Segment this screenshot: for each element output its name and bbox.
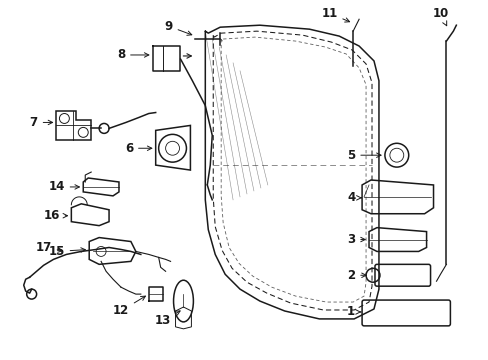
Text: 11: 11 — [321, 7, 349, 22]
Text: 15: 15 — [48, 245, 85, 258]
Text: 14: 14 — [48, 180, 79, 193]
Text: 2: 2 — [346, 269, 366, 282]
Text: 17: 17 — [35, 241, 62, 254]
Text: 8: 8 — [117, 49, 148, 62]
Text: 13: 13 — [154, 311, 180, 327]
Text: 7: 7 — [29, 116, 53, 129]
Text: 1: 1 — [346, 306, 360, 319]
Text: 10: 10 — [431, 7, 447, 26]
Text: 6: 6 — [124, 142, 151, 155]
Text: 16: 16 — [43, 209, 67, 222]
Text: 5: 5 — [346, 149, 380, 162]
Text: 12: 12 — [113, 296, 145, 318]
Text: 3: 3 — [346, 233, 365, 246]
Text: 4: 4 — [346, 192, 361, 204]
Text: 9: 9 — [164, 20, 191, 35]
